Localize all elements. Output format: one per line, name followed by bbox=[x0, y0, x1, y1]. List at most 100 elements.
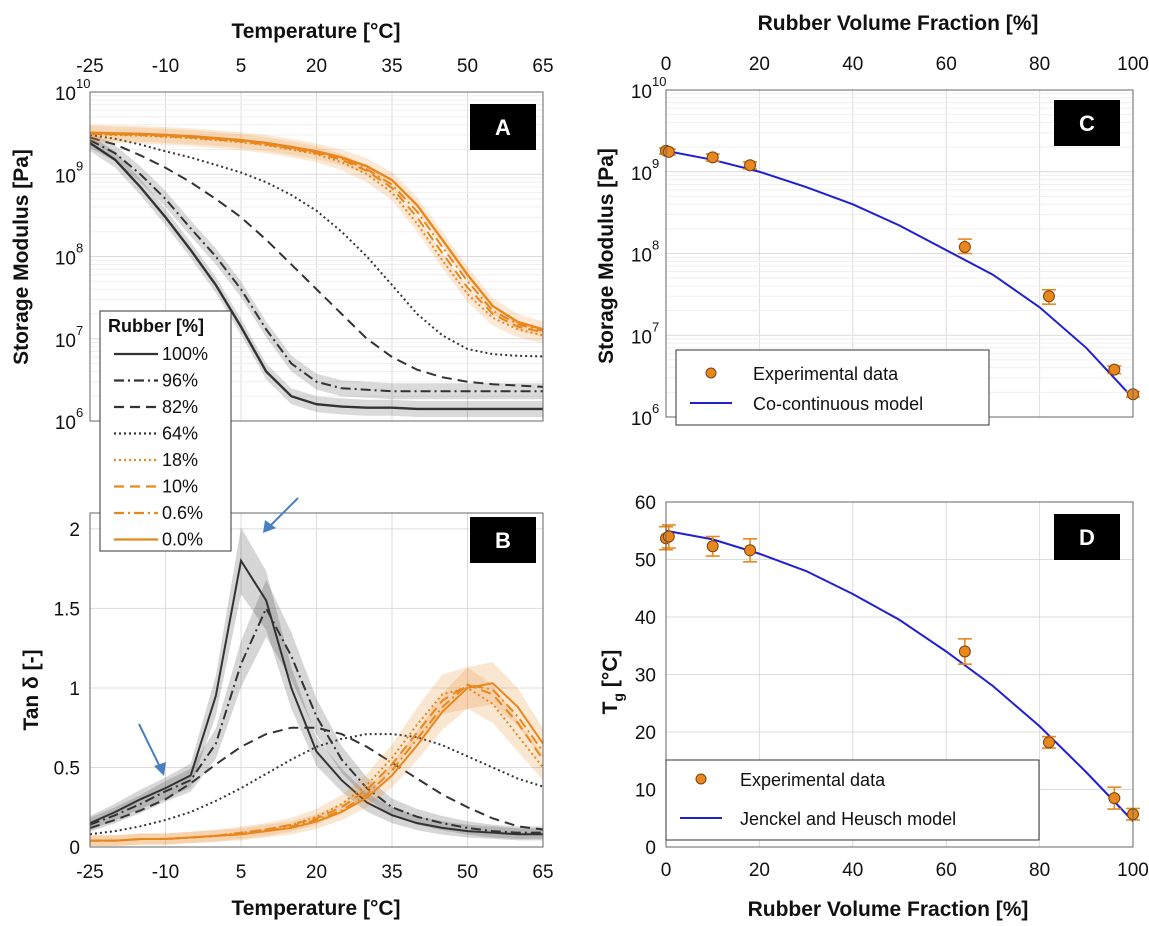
panel-c-ytick-label: 10 bbox=[631, 327, 652, 348]
panel-b-ytick-label: 1 bbox=[69, 679, 80, 700]
panel-d-ytick-label: 20 bbox=[635, 723, 656, 744]
panel-b-series-0.0% bbox=[90, 682, 544, 842]
panel-a-series-0.0% bbox=[89, 131, 544, 331]
panel-a-band-18% bbox=[90, 125, 543, 344]
panel-a-ytick-exponent: 9 bbox=[76, 158, 83, 173]
panel-c-model-line bbox=[665, 149, 1134, 399]
panel-b-ylabel: Tan δ [-] bbox=[20, 649, 43, 730]
panel-d-xlabel: Rubber Volume Fraction [%] bbox=[748, 898, 1029, 921]
panel-b-series-100% bbox=[89, 558, 543, 836]
panel-c-ytick-label: 10 bbox=[631, 164, 652, 185]
panel-a-series-100% bbox=[89, 141, 543, 411]
panel-d-legend: Experimental data Jenckel and Heusch mod… bbox=[665, 759, 1040, 841]
panel-a-label-box bbox=[470, 104, 536, 150]
panel-d-frame bbox=[665, 501, 1134, 848]
panel-c-data-point bbox=[744, 159, 757, 172]
panel-b-series-82% bbox=[89, 726, 544, 831]
panel-c-data-point bbox=[1042, 290, 1055, 303]
panel-d-data-point bbox=[706, 540, 719, 553]
panel-a-series-18% bbox=[89, 132, 544, 337]
panel-b-ytick-label: 1.5 bbox=[54, 599, 80, 620]
panel-a-frame bbox=[89, 91, 544, 422]
panel-d-xtick-label: 40 bbox=[842, 860, 863, 881]
panel-a-xtick-label: 20 bbox=[306, 56, 327, 77]
panel-d-xtick-label: 80 bbox=[1029, 860, 1050, 881]
panel-d-ylabel-suffix: [°C] bbox=[599, 650, 622, 693]
panel-c-ytick-exponent: 9 bbox=[652, 156, 659, 171]
panel-d-legend-marker bbox=[695, 773, 707, 785]
panel-c-data-point bbox=[958, 241, 971, 254]
panel-b-series-96% bbox=[89, 606, 543, 834]
panel-a-xlabel: Temperature [°C] bbox=[231, 20, 400, 43]
panel-c-xtick-label: 60 bbox=[936, 54, 957, 75]
panel-a-ytick-label: 10 bbox=[55, 84, 76, 105]
panel-a-series-82% bbox=[89, 136, 544, 388]
panel-b-label: B bbox=[495, 528, 511, 553]
panel-c-data-point bbox=[662, 145, 675, 158]
panel-a-ytick-exponent: 7 bbox=[76, 323, 83, 338]
panel-c-legend: Experimental data Co-continuous model bbox=[675, 349, 990, 426]
panel-d-ytick-label: 10 bbox=[635, 781, 656, 802]
panel-c-ytick-exponent: 10 bbox=[652, 74, 666, 89]
panel-c-ytick-exponent: 8 bbox=[652, 238, 659, 253]
panel-a-xtick-label: -25 bbox=[76, 56, 103, 77]
panel-d-data-point bbox=[1042, 736, 1055, 749]
panel-b-ytick-label: 0.5 bbox=[54, 758, 80, 779]
panel-d-ylabel: Tg [°C] bbox=[599, 650, 626, 715]
rubber-legend-box bbox=[99, 310, 232, 552]
panel-c-label: C bbox=[1079, 111, 1095, 136]
panel-d-data-point bbox=[744, 544, 757, 557]
panel-c-ytick-exponent: 6 bbox=[652, 401, 659, 416]
panel-b-xlabel: Temperature [°C] bbox=[231, 897, 400, 920]
rubber-legend-label: 0.0% bbox=[162, 530, 203, 550]
panel-b-frame bbox=[89, 512, 544, 848]
panel-b-series-64% bbox=[89, 733, 544, 836]
panel-c-xtick-label: 0 bbox=[661, 54, 672, 75]
panel-b-band-100% bbox=[90, 527, 543, 841]
panel-b-xtick-label: 20 bbox=[306, 862, 327, 883]
panel-a-ytick-exponent: 6 bbox=[76, 405, 83, 420]
panel-d-data-point bbox=[662, 530, 675, 543]
panel-d-legend-experimental: Experimental data bbox=[740, 770, 886, 790]
panel-c-legend-marker bbox=[705, 367, 717, 379]
panel-c-data-point bbox=[706, 151, 719, 164]
panel-d-legend-model: Jenckel and Heusch model bbox=[740, 809, 956, 829]
panel-c-label-box bbox=[1054, 100, 1120, 146]
panel-d-ytick-label: 50 bbox=[635, 551, 656, 572]
rubber-legend-label: 18% bbox=[162, 450, 198, 470]
panel-a-ytick-exponent: 10 bbox=[76, 76, 90, 91]
panel-b-ytick-label: 0 bbox=[69, 838, 80, 859]
panel-b-band-18% bbox=[90, 667, 543, 847]
panel-c-xlabel: Rubber Volume Fraction [%] bbox=[758, 12, 1039, 35]
panel-c-ytick-label: 10 bbox=[631, 409, 652, 430]
panel-a-xtick-label: 5 bbox=[236, 56, 247, 77]
panel-b-xtick-label: 50 bbox=[457, 862, 478, 883]
panel-a-ytick-label: 10 bbox=[55, 331, 76, 352]
panel-c-xtick-label: 100 bbox=[1117, 54, 1149, 75]
arrow-peak-annotation bbox=[263, 497, 299, 533]
rubber-legend: Rubber [%] 100% 96% 82% 64% 18% 10% 0.6% 0.0% bbox=[99, 310, 232, 552]
rubber-legend-label: 64% bbox=[162, 424, 198, 444]
panel-a-xtick-label: 65 bbox=[532, 56, 553, 77]
panel-d-data-point bbox=[958, 645, 971, 658]
panel-b-label-box bbox=[470, 517, 536, 563]
panel-c-ytick-label: 10 bbox=[631, 246, 652, 267]
panel-c-ytick-exponent: 7 bbox=[652, 319, 659, 334]
panel-a-ytick-label: 10 bbox=[55, 413, 76, 434]
rubber-legend-label: 96% bbox=[162, 371, 198, 391]
panel-d-xtick-label: 60 bbox=[936, 860, 957, 881]
panel-d-ylabel-main: T bbox=[599, 701, 622, 714]
rubber-legend-title: Rubber [%] bbox=[108, 316, 204, 336]
panel-a-band-0.0% bbox=[90, 124, 543, 338]
rubber-legend-label: 10% bbox=[162, 477, 198, 497]
panel-c-xtick-label: 40 bbox=[842, 54, 863, 75]
panel-c-data-point bbox=[1108, 363, 1121, 376]
panel-c-ylabel: Storage Modulus [Pa] bbox=[595, 148, 618, 364]
panel-d-tg-vs-rubber-fraction: 0 20 40 60 80 100 0 10 20 30 40 50 60 Rubber Volume … bbox=[599, 493, 1149, 921]
panel-d-data-point bbox=[1108, 792, 1121, 805]
panel-a-xtick-label: 50 bbox=[457, 56, 478, 77]
panel-c-ytick-label: 10 bbox=[631, 82, 652, 103]
panel-d-xtick-label: 100 bbox=[1117, 860, 1149, 881]
